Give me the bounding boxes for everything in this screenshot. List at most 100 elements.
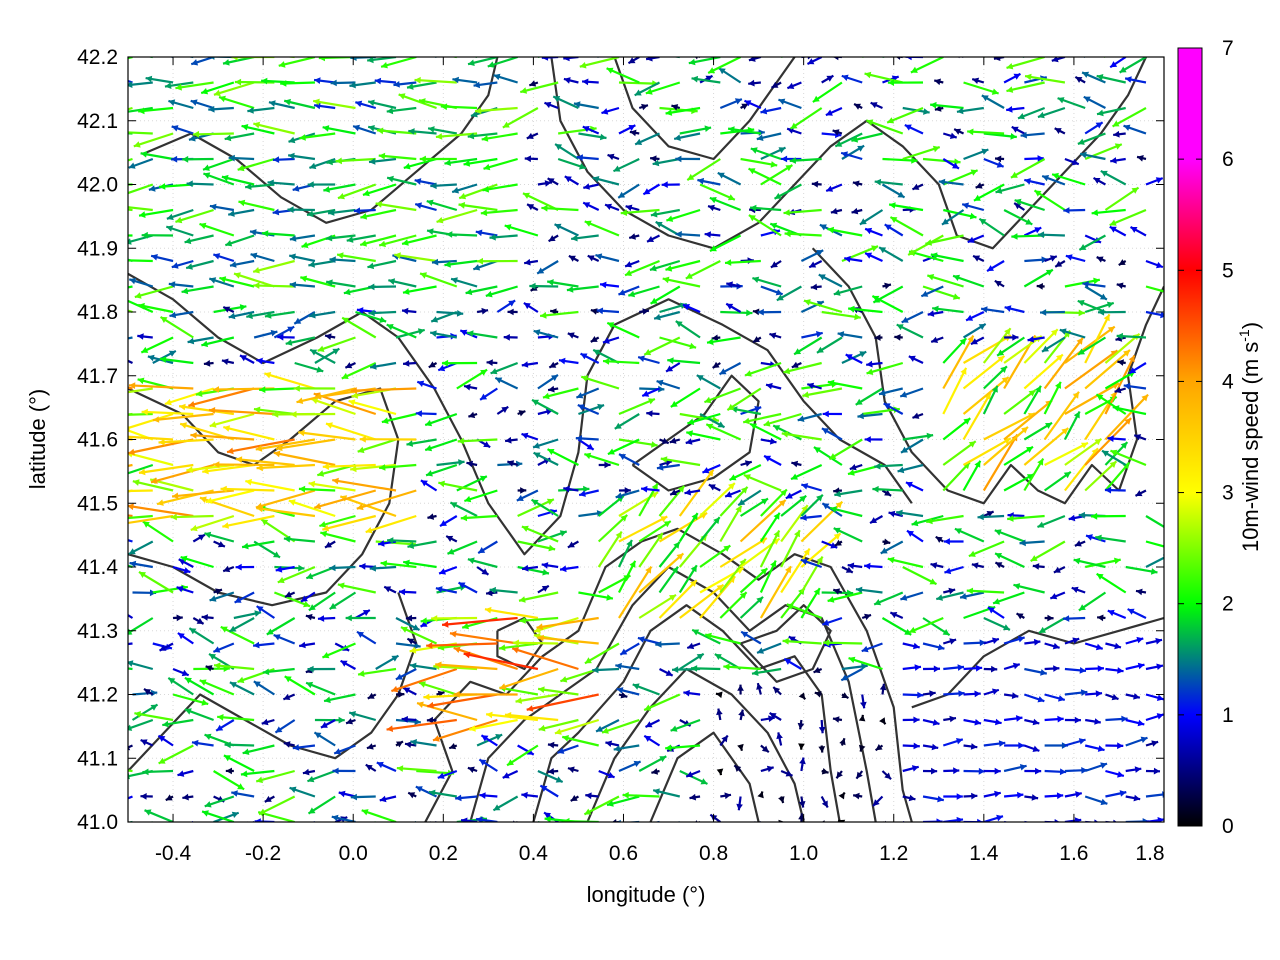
wind-arrow-head xyxy=(728,483,735,490)
wind-arrow xyxy=(818,745,826,753)
wind-arrow xyxy=(1064,689,1088,696)
wind-arrow xyxy=(563,485,579,493)
wind-arrow xyxy=(808,260,823,269)
wind-arrow-shaft xyxy=(660,457,701,467)
wind-arrow-shaft xyxy=(982,433,1019,492)
wind-arrow xyxy=(1036,283,1045,290)
wind-arrow-head xyxy=(590,308,598,315)
wind-arrow-shaft xyxy=(802,387,843,397)
wind-arrow-head xyxy=(816,301,824,308)
wind-arrow xyxy=(1064,277,1101,288)
wind-arrow xyxy=(858,744,866,752)
wind-arrow xyxy=(1044,819,1061,822)
wind-arrow-shaft xyxy=(962,392,992,441)
wind-arrow xyxy=(689,793,701,801)
wind-arrow xyxy=(729,464,762,481)
wind-arrow-head xyxy=(959,338,967,346)
wind-arrow xyxy=(140,738,154,747)
wind-arrow xyxy=(561,735,599,747)
wind-arrow-head xyxy=(875,744,883,751)
wind-arrow-shaft xyxy=(515,693,559,703)
wind-arrow-head xyxy=(275,566,283,573)
wind-arrow xyxy=(994,279,1005,288)
wind-arrow xyxy=(965,311,985,322)
wind-arrow-head xyxy=(798,692,806,700)
wind-arrow-head xyxy=(393,826,400,832)
wind-arrow xyxy=(1096,256,1106,263)
wind-arrow-shaft xyxy=(1023,458,1045,492)
wind-arrow xyxy=(504,712,559,722)
wind-arrow xyxy=(166,208,194,221)
wind-arrow-head xyxy=(295,826,302,832)
wind-arrow xyxy=(943,664,965,671)
wind-arrow-head xyxy=(841,674,849,681)
wind-arrow xyxy=(632,683,660,696)
wind-arrow-head xyxy=(158,735,166,742)
wind-arrow xyxy=(855,586,883,594)
wind-arrow xyxy=(1023,744,1040,752)
wind-arrow xyxy=(441,616,518,628)
wind-arrow-head xyxy=(723,545,731,552)
wind-arrow xyxy=(1023,353,1064,390)
wind-arrow xyxy=(430,310,458,323)
wind-arrow-head xyxy=(209,203,217,211)
wind-arrow-head xyxy=(979,639,986,647)
wind-arrow-head xyxy=(328,209,335,216)
wind-arrow-head xyxy=(994,790,1001,798)
wind-arrow-head xyxy=(901,316,909,323)
wind-arrow-head xyxy=(724,792,731,800)
wind-arrow xyxy=(356,489,417,511)
wind-arrow-head xyxy=(750,423,758,430)
wind-arrow-head xyxy=(188,401,196,408)
wind-arrow xyxy=(651,768,660,775)
wind-arrow-head xyxy=(1054,819,1060,822)
wind-arrow xyxy=(619,642,640,656)
wind-arrow xyxy=(457,437,498,445)
wind-arrow xyxy=(712,361,721,369)
wind-arrow-head xyxy=(727,403,735,411)
wind-arrow xyxy=(345,614,376,622)
y-tick-label: 41.8 xyxy=(77,301,118,324)
wind-arrow-shaft xyxy=(128,539,133,543)
wind-arrow-head xyxy=(1027,336,1035,343)
wind-arrow xyxy=(763,412,802,427)
wind-arrow xyxy=(618,692,628,699)
wind-arrow-head xyxy=(391,685,399,693)
wind-arrow-head xyxy=(801,483,809,490)
wind-arrow-head xyxy=(527,204,535,211)
wind-arrow xyxy=(902,566,937,586)
wind-arrow xyxy=(1104,486,1126,494)
wind-arrow-head xyxy=(802,391,809,398)
wind-arrow-shaft xyxy=(743,474,782,492)
wind-arrow-head xyxy=(357,446,365,454)
wind-arrow-head xyxy=(483,441,491,448)
wind-arrow xyxy=(994,552,1025,568)
wind-arrow xyxy=(584,220,620,237)
wind-arrow xyxy=(293,311,316,325)
wind-arrow xyxy=(199,679,235,696)
wind-arrow-head xyxy=(548,235,556,242)
wind-arrow-head xyxy=(446,535,454,542)
wind-arrow xyxy=(983,510,995,518)
wind-arrow-head xyxy=(406,440,414,447)
wind-arrow-head xyxy=(1140,736,1148,743)
wind-arrow-shaft xyxy=(908,616,944,634)
wind-arrow-head xyxy=(1065,254,1073,261)
wind-arrow xyxy=(526,693,599,712)
wind-arrow xyxy=(837,819,846,822)
wind-arrow-head xyxy=(1133,794,1141,802)
wind-arrow xyxy=(942,367,968,415)
wind-arrow-head xyxy=(1123,382,1131,390)
wind-arrow xyxy=(866,361,904,375)
wind-arrow-head xyxy=(660,456,668,463)
wind-arrow xyxy=(780,529,801,568)
wind-arrow-head xyxy=(814,691,822,698)
wind-arrow xyxy=(464,489,498,503)
wind-arrow xyxy=(277,565,316,584)
wind-arrow xyxy=(643,693,681,712)
wind-arrow xyxy=(537,530,568,543)
wind-arrow xyxy=(760,488,788,517)
wind-arrow xyxy=(902,664,922,671)
wind-arrow-shaft xyxy=(780,529,801,568)
wind-arrow xyxy=(128,613,134,619)
